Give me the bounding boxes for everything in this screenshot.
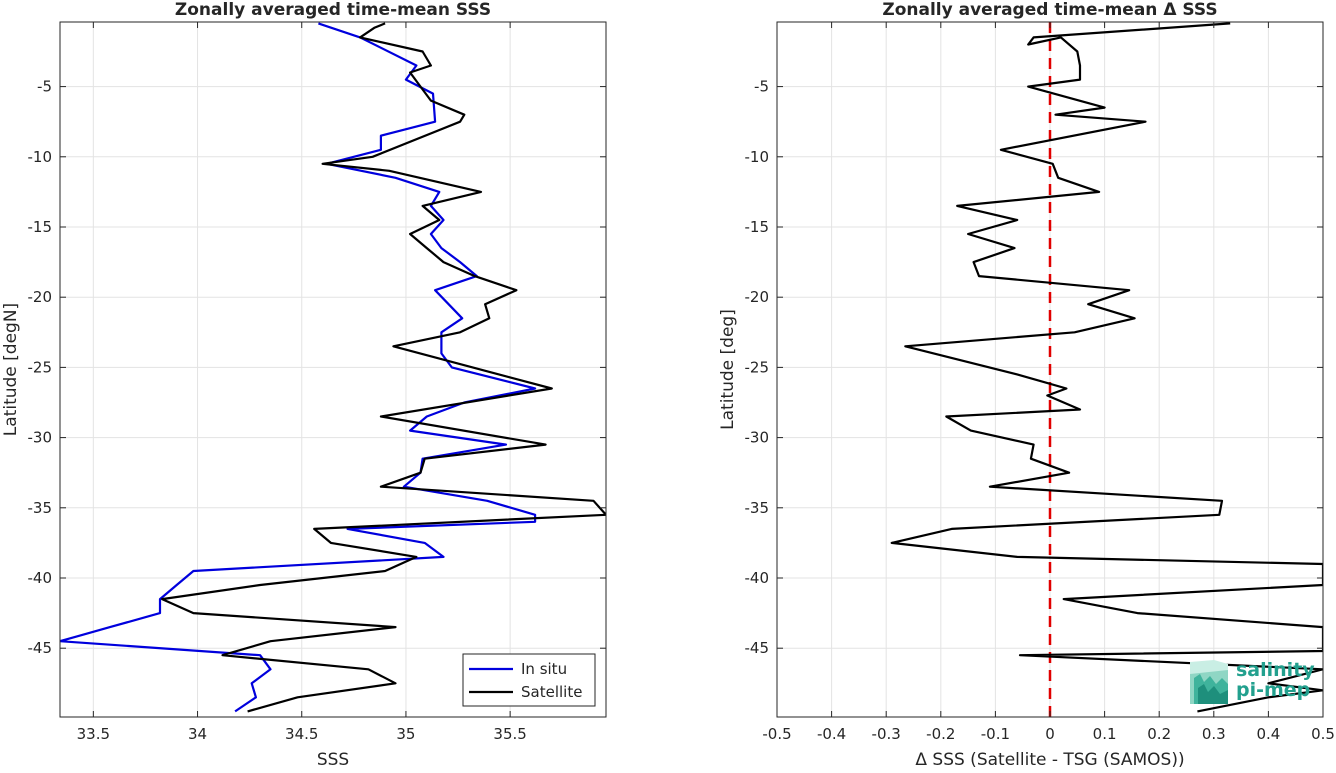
legend-box	[462, 653, 596, 707]
x-tick-label: 34.5	[285, 725, 318, 743]
data-layer	[60, 22, 606, 713]
salinity-pi-mep-logo: salinity pi-mep	[1188, 658, 1318, 706]
y-tick-label: -10	[28, 148, 53, 166]
series-line-satellite	[161, 22, 606, 713]
y-tick-label: -20	[28, 288, 53, 306]
y-tick-label: -40	[745, 569, 770, 587]
y-tick-label: -25	[745, 358, 770, 376]
series-line-delta-sss	[890, 22, 1323, 713]
y-tick-label: -35	[745, 499, 770, 517]
axes-box	[59, 21, 607, 718]
x-tick-label: -0.2	[926, 725, 955, 743]
y-tick-label: -30	[28, 429, 53, 447]
x-tick-label: -0.1	[981, 725, 1010, 743]
plot-area	[60, 22, 606, 717]
y-tick-label: -45	[28, 639, 53, 657]
x-tick-label: -0.5	[762, 725, 791, 743]
x-tick-label: -0.4	[817, 725, 846, 743]
y-tick-label: -15	[28, 218, 53, 236]
legend-label: In situ	[521, 660, 567, 678]
x-tick-label: 0.5	[1311, 725, 1335, 743]
legend-label: Satellite	[521, 683, 582, 701]
data-layer	[890, 22, 1323, 717]
x-tick-label: 0	[1045, 725, 1055, 743]
x-tick-label: 35	[396, 725, 415, 743]
y-tick-label: -45	[745, 639, 770, 657]
logo-text-line1: salinity	[1236, 659, 1315, 681]
y-tick-label: -40	[28, 569, 53, 587]
x-tick-label: 34	[188, 725, 207, 743]
x-tick-label: 0.3	[1202, 725, 1226, 743]
right-chart: -0.5 -0.4 -0.3 -0.2 -0.1 0 0.1 0.2 0.3 0.4 0.5 -5 -1…	[718, 0, 1335, 770]
chart-title: Zonally averaged time-mean Δ SSS	[882, 0, 1217, 20]
y-tick-label: -35	[28, 499, 53, 517]
wave-icon	[1190, 660, 1228, 704]
left-chart: 33.5 34 34.5 35 35.5 -5 -10 -15 -20 -25 -30 -35 -40 -…	[1, 0, 607, 770]
x-tick-label: -0.3	[872, 725, 901, 743]
x-tick-label: 0.1	[1093, 725, 1117, 743]
chart-title: Zonally averaged time-mean SSS	[175, 0, 491, 20]
x-tick-label: 0.2	[1147, 725, 1171, 743]
y-tick-label: -20	[745, 288, 770, 306]
y-axis-label: Latitude [degN]	[1, 303, 21, 436]
y-axis-label: Latitude [deg]	[718, 309, 738, 430]
y-tick-label: -30	[745, 429, 770, 447]
x-tick-label: 0.4	[1256, 725, 1280, 743]
y-tick-label: -15	[745, 218, 770, 236]
y-tick-label: -25	[28, 358, 53, 376]
x-axis-label: Δ SSS (Satellite - TSG (SAMOS))	[915, 750, 1184, 769]
x-tick-label: 35.5	[493, 725, 526, 743]
x-axis-label: SSS	[317, 750, 349, 769]
y-tick-label: -5	[37, 78, 52, 96]
y-tick-label: -5	[754, 78, 769, 96]
logo-text-line2: pi-mep	[1236, 679, 1311, 701]
x-tick-label: 33.5	[77, 725, 110, 743]
y-tick-label: -10	[745, 148, 770, 166]
